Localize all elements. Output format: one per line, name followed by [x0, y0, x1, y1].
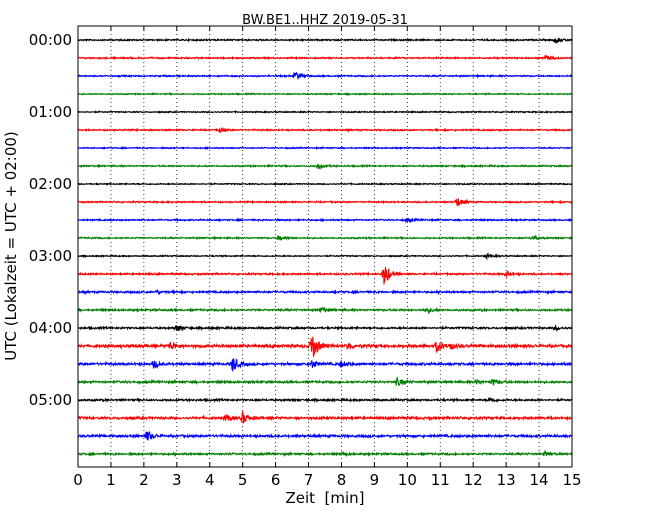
chart-title: BW.BE1..HHZ 2019-05-31 [242, 13, 408, 28]
trace-line [77, 181, 573, 187]
x-tick-label: 13 [497, 471, 516, 489]
trace-line [77, 198, 573, 206]
y-tick-label: 03:00 [29, 247, 72, 265]
x-tick-label: 10 [398, 471, 417, 489]
trace-line [77, 126, 573, 133]
axis-ticks [77, 26, 573, 467]
y-tick-labels: 00:00 01:00 02:00 03:00 04:00 05:00 [29, 31, 72, 409]
trace-line [77, 288, 573, 296]
x-tick-label: 0 [73, 471, 83, 489]
y-axis-label: UTC (Lokalzeit = UTC + 02:00) [2, 131, 20, 361]
x-tick-label: 1 [106, 471, 116, 489]
x-tick-label: 6 [271, 471, 281, 489]
y-tick-label: 05:00 [29, 391, 72, 409]
x-tick-label: 4 [205, 471, 215, 489]
trace-line [77, 71, 573, 80]
trace-line [77, 449, 573, 458]
trace-line [77, 91, 573, 97]
trace-line [77, 217, 573, 224]
x-tick-labels: 0 1 2 3 4 5 6 7 8 9 10 11 12 13 14 15 [73, 471, 581, 489]
x-axis-label: Zeit [min] [285, 489, 364, 507]
trace-line [77, 163, 573, 171]
trace-line [77, 145, 573, 151]
x-tick-label: 8 [337, 471, 347, 489]
trace-line [77, 55, 573, 61]
y-tick-label: 02:00 [29, 175, 72, 193]
trace-line [77, 109, 573, 115]
x-tick-label: 2 [139, 471, 149, 489]
vertical-grid [110, 26, 540, 467]
plot-frame [77, 25, 573, 468]
trace-line [77, 358, 573, 372]
trace-line [77, 234, 573, 241]
x-tick-label: 12 [464, 471, 483, 489]
y-tick-label: 01:00 [29, 103, 72, 121]
trace-line [77, 430, 573, 441]
trace-line [77, 377, 573, 387]
y-tick-label: 00:00 [29, 31, 72, 49]
x-tick-label: 14 [530, 471, 549, 489]
trace-line [77, 397, 573, 404]
trace-line [77, 266, 573, 285]
trace-line [77, 324, 573, 332]
x-tick-label: 15 [562, 471, 581, 489]
seismic-traces [77, 36, 573, 458]
y-tick-label: 04:00 [29, 319, 72, 337]
x-tick-label: 7 [304, 471, 314, 489]
x-tick-label: 3 [172, 471, 182, 489]
x-tick-label: 5 [238, 471, 248, 489]
x-tick-label: 11 [431, 471, 450, 489]
trace-line [77, 306, 573, 316]
trace-line [77, 410, 573, 424]
trace-line [77, 252, 573, 261]
trace-line [77, 36, 573, 44]
trace-line [77, 336, 573, 357]
x-tick-label: 9 [370, 471, 380, 489]
